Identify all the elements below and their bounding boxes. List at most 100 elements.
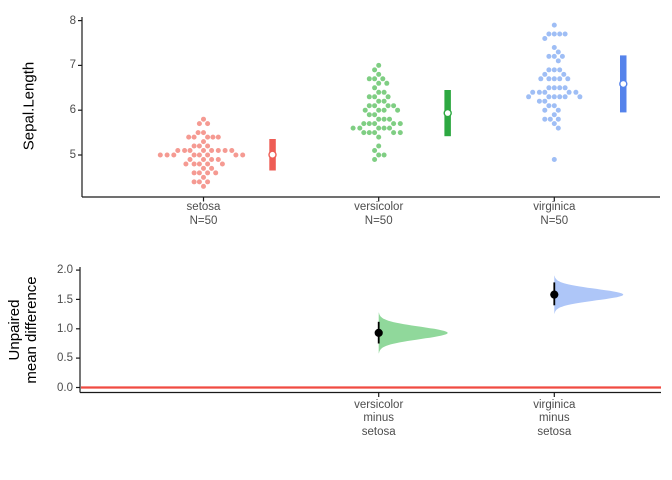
group-n: N=50 — [189, 214, 218, 227]
swarm-point-virginica — [562, 85, 568, 91]
swarm-point-versicolor — [381, 152, 387, 158]
swarm-point-versicolor — [372, 157, 378, 162]
swarm-point-versicolor — [381, 125, 387, 131]
swarm-point-versicolor — [366, 112, 372, 118]
contrast-label-line: minus — [538, 412, 570, 424]
contrast-label-line: versicolor — [354, 398, 404, 411]
group-name: setosa — [186, 201, 221, 213]
swarm-point-virginica — [542, 116, 548, 122]
swarm-point-virginica — [551, 157, 557, 162]
swarm-point-virginica — [557, 94, 563, 100]
swarm-point-setosa — [222, 148, 228, 153]
swarm-point-versicolor — [372, 76, 378, 82]
swarm-point-virginica — [555, 125, 561, 131]
top-y-tick-label: 6 — [69, 104, 76, 117]
bottom-y-tick-label: 0.5 — [57, 352, 73, 365]
bottom-y-tick-label: 0.0 — [57, 381, 73, 394]
swarm-point-setosa — [201, 130, 206, 136]
top-y-tick-label: 8 — [69, 14, 76, 27]
swarm-point-versicolor — [381, 107, 387, 113]
group-label-setosa: setosa N=50 — [129, 201, 279, 228]
swarm-point-virginica — [546, 94, 552, 100]
swarm-point-setosa — [201, 157, 206, 162]
contrast-label-line: setosa — [361, 425, 396, 438]
swarm-point-setosa — [205, 134, 211, 140]
swarm-point-virginica — [566, 89, 572, 95]
swarm-point-virginica — [530, 89, 536, 95]
swarm-point-virginica — [565, 76, 571, 82]
swarm-point-setosa — [196, 179, 202, 185]
swarm-point-setosa — [182, 148, 188, 153]
swarm-point-setosa — [201, 165, 206, 171]
swarm-point-virginica — [526, 94, 532, 100]
swarm-point-setosa — [171, 152, 177, 158]
swarm-point-setosa — [201, 148, 206, 153]
contrast-label-versicolor-minus-setosa: versicolor minus setosa — [304, 399, 454, 440]
swarm-point-setosa — [187, 148, 193, 153]
swarm-point-versicolor — [372, 103, 378, 109]
swarm-point-setosa — [215, 157, 221, 162]
group-n: N=50 — [540, 214, 569, 227]
swarm-point-virginica — [542, 107, 548, 113]
bottom-y-tick-label: 1.5 — [57, 293, 73, 306]
swarm-point-setosa — [215, 148, 221, 153]
swarm-point-virginica — [557, 67, 563, 73]
bootstrap-violin-versicolor-minus-setosa — [378, 312, 448, 354]
swarm-point-versicolor — [362, 107, 368, 113]
swarm-point-versicolor — [366, 76, 372, 82]
swarm-point-virginica — [546, 31, 552, 37]
swarm-point-versicolor — [391, 121, 397, 127]
swarm-point-versicolor — [397, 121, 403, 127]
swarm-point-versicolor — [376, 125, 382, 131]
swarm-point-virginica — [542, 71, 548, 77]
swarm-point-virginica — [536, 98, 542, 104]
bottom-y-axis-title-line2: mean difference — [23, 276, 40, 384]
bottom-y-tick-label: 1.0 — [57, 322, 73, 335]
swarm-point-setosa — [210, 134, 216, 140]
swarm-point-virginica — [542, 98, 548, 104]
swarm-point-versicolor — [376, 116, 382, 122]
group-n: N=50 — [364, 214, 393, 227]
mean-difference-dot-versicolor — [374, 328, 383, 337]
swarm-point-versicolor — [385, 103, 391, 109]
mean-dot-setosa — [268, 150, 277, 159]
swarm-point-virginica — [536, 89, 542, 95]
swarm-point-virginica — [573, 89, 579, 95]
swarm-point-versicolor — [372, 130, 378, 136]
swarm-point-versicolor — [372, 148, 378, 153]
swarm-point-versicolor — [376, 71, 382, 77]
swarm-point-setosa — [240, 152, 246, 158]
swarm-point-versicolor — [372, 85, 378, 91]
swarm-point-versicolor — [376, 143, 382, 149]
swarm-point-virginica — [557, 76, 563, 82]
swarm-point-setosa — [196, 152, 202, 158]
swarm-point-setosa — [205, 170, 211, 176]
swarm-point-versicolor — [350, 125, 356, 131]
swarm-point-versicolor — [376, 134, 382, 140]
swarm-point-virginica — [559, 53, 565, 59]
swarm-point-virginica — [561, 71, 567, 77]
swarm-point-setosa — [191, 170, 197, 176]
swarm-point-virginica — [562, 94, 568, 100]
swarm-point-versicolor — [376, 98, 382, 104]
contrast-label-line: minus — [363, 412, 395, 424]
swarm-point-virginica — [555, 107, 561, 113]
swarm-point-versicolor — [376, 62, 382, 68]
swarm-point-versicolor — [361, 121, 367, 127]
swarm-point-setosa — [191, 179, 197, 185]
mean-dot-virginica — [619, 79, 628, 89]
group-name: versicolor — [354, 201, 404, 213]
swarm-point-setosa — [196, 143, 202, 149]
swarm-point-virginica — [551, 85, 557, 91]
swarm-point-versicolor — [366, 94, 372, 100]
swarm-point-setosa — [175, 148, 181, 153]
swarm-point-setosa — [201, 116, 206, 122]
swarm-point-virginica — [551, 94, 557, 100]
contrast-label-line: setosa — [537, 425, 572, 438]
swarm-point-virginica — [551, 22, 557, 28]
swarm-point-setosa — [191, 161, 197, 167]
swarm-point-virginica — [547, 116, 553, 122]
swarm-point-setosa — [205, 161, 211, 167]
swarm-point-setosa — [196, 170, 202, 176]
